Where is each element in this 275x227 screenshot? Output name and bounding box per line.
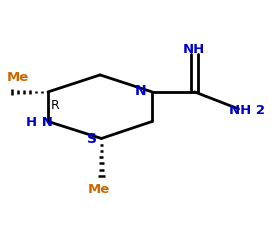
Text: NH 2: NH 2 xyxy=(229,104,265,117)
Text: NH: NH xyxy=(183,43,205,57)
Text: H N: H N xyxy=(26,116,53,129)
Text: Me: Me xyxy=(7,72,29,84)
Text: N: N xyxy=(135,84,147,98)
Text: R: R xyxy=(51,99,59,112)
Text: S: S xyxy=(87,132,97,146)
Text: Me: Me xyxy=(88,183,110,196)
